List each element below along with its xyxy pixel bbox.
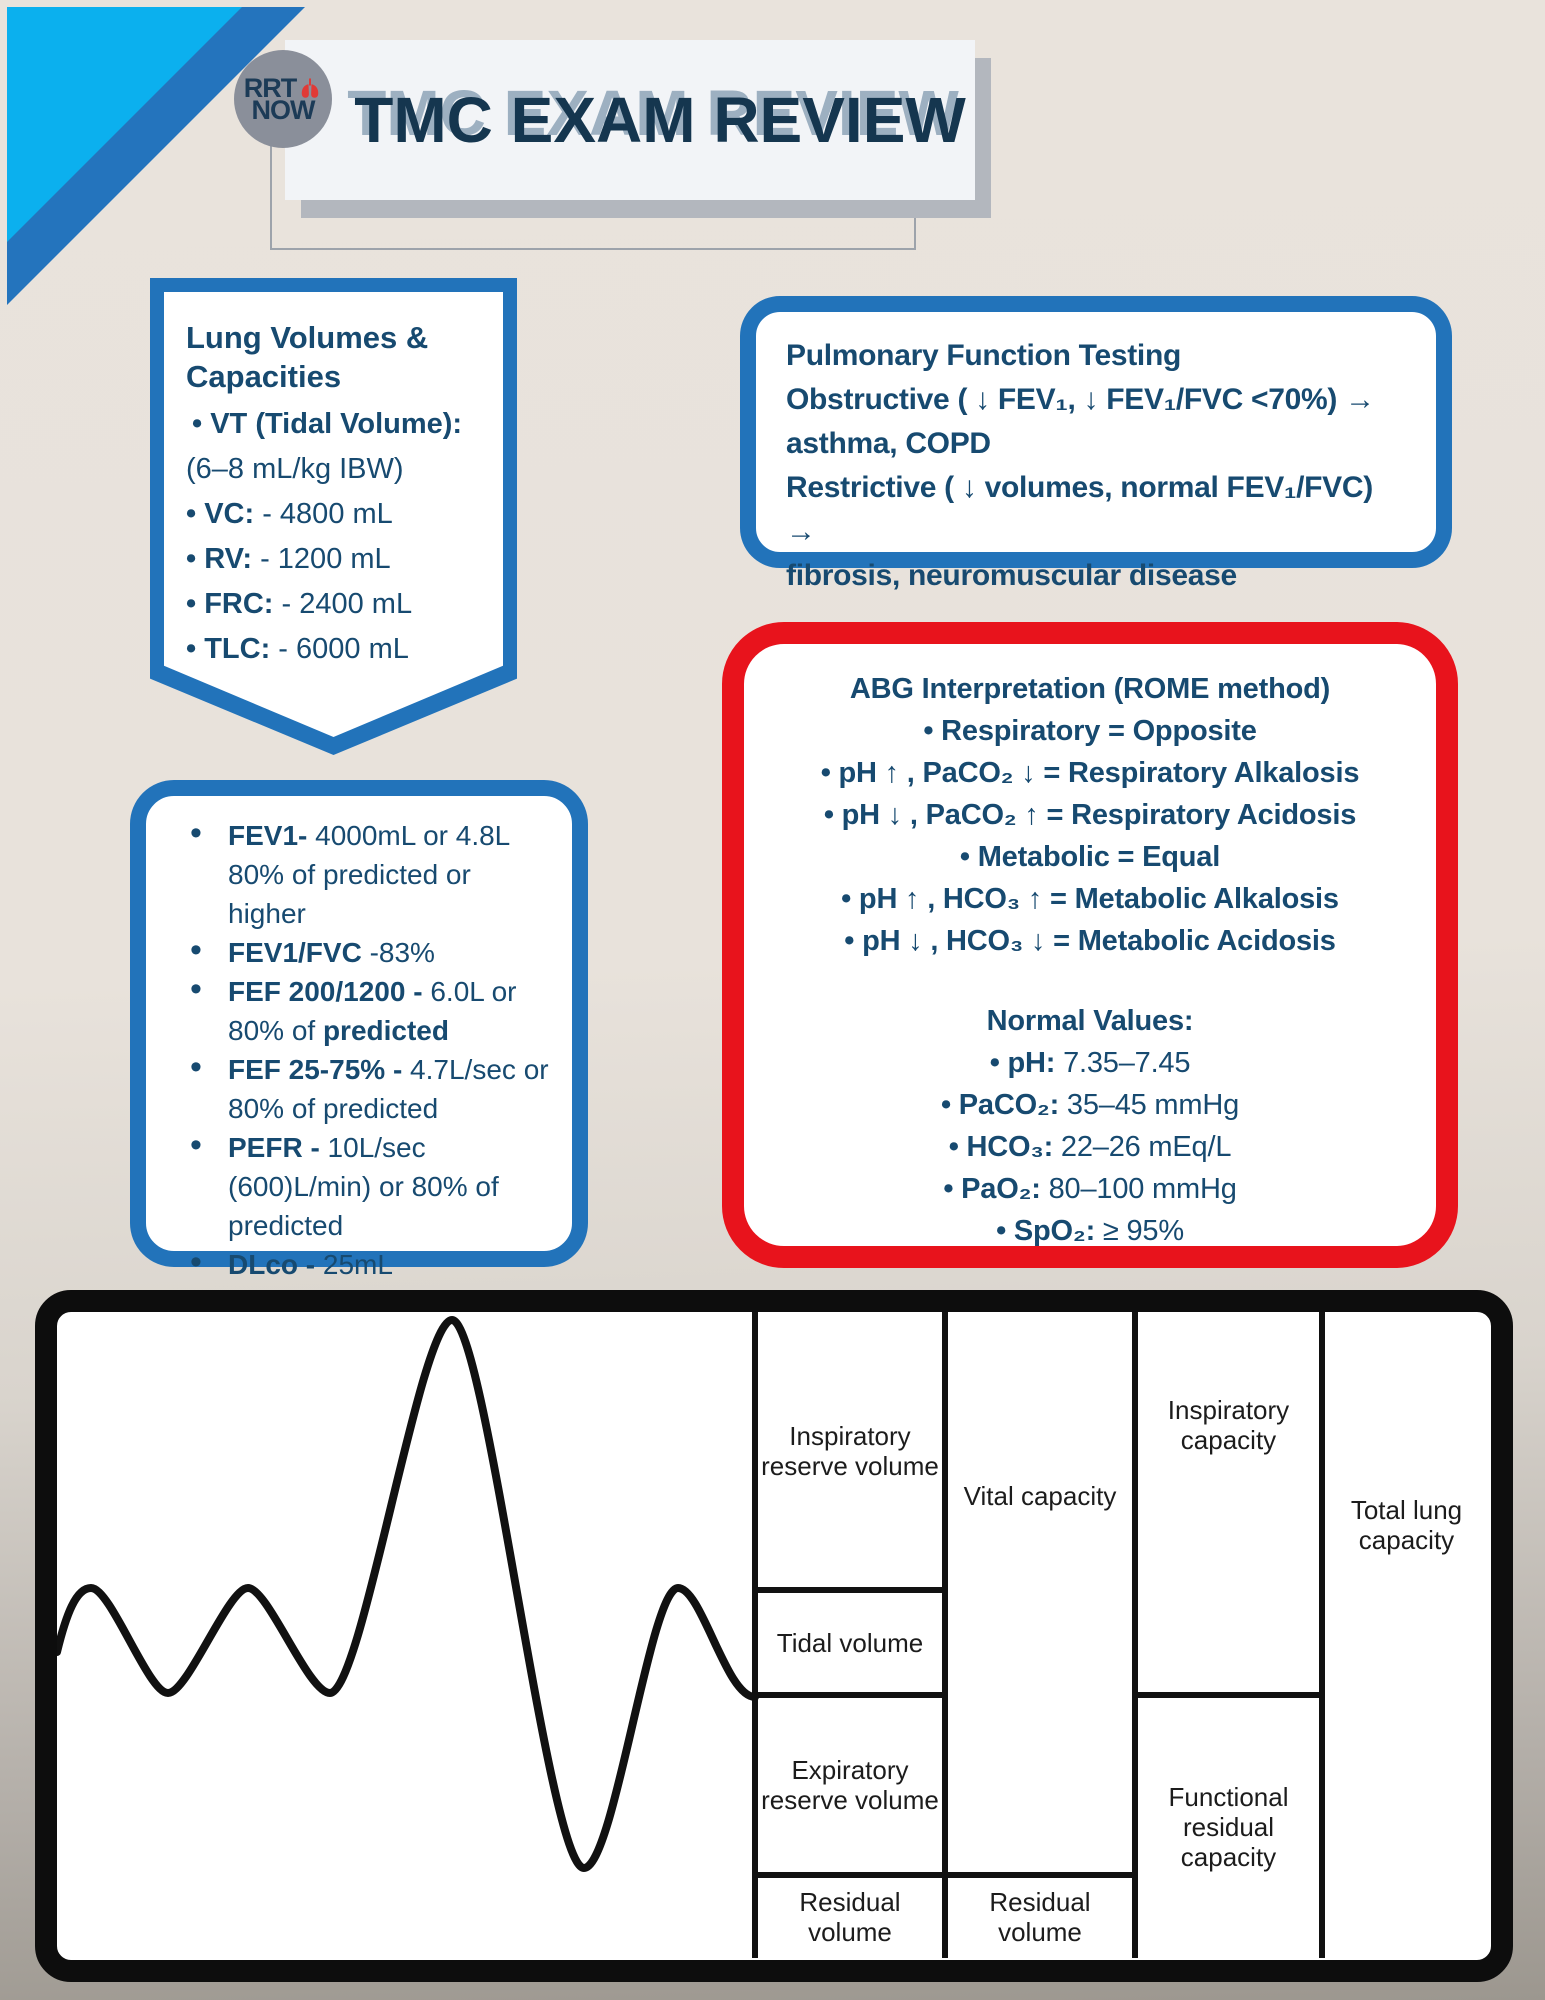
abg-met-acidosis: • pH ↓ , HCO₃ ↓ = Metabolic Acidosis bbox=[844, 925, 1336, 957]
fev1-fvc-item: FEV1/FVC -83% bbox=[176, 931, 554, 972]
card-pulmonary-function-testing: Pulmonary Function Testing Obstructive (… bbox=[740, 296, 1452, 592]
page-title: TMC EXAM REVIEW bbox=[354, 84, 966, 156]
lungs-icon bbox=[298, 76, 322, 100]
card-lung-volumes-title: Lung Volumes & Capacities bbox=[186, 320, 429, 394]
label-expiratory-reserve-volume: Expiratory reserve volume bbox=[761, 1755, 939, 1815]
pft-obstructive-line: Obstructive ( ↓ FEV₁, ↓ FEV₁/FVC <70%) → bbox=[786, 383, 1375, 416]
nv-spo2: • SpO₂: ≥ 95% bbox=[996, 1215, 1184, 1247]
vc-item: • VC: - 4800 mL bbox=[186, 498, 393, 530]
label-tidal-volume: Tidal volume bbox=[776, 1627, 924, 1658]
lung-volumes-diagram: Inspiratory reserve volume Tidal volume … bbox=[35, 1290, 1513, 1982]
pft-restrictive-line: Restrictive ( ↓ volumes, normal FEV₁/FVC… bbox=[786, 471, 1373, 548]
volume-grid-lines bbox=[752, 1312, 1325, 1958]
rrt-now-logo: RRT NOW bbox=[234, 50, 332, 148]
spirogram-trace bbox=[57, 1315, 759, 1873]
rv-item: • RV: - 1200 mL bbox=[186, 543, 391, 575]
pft-title: Pulmonary Function Testing bbox=[786, 339, 1181, 372]
label-vital-capacity: Vital capacity bbox=[963, 1480, 1117, 1511]
tlc-item: • TLC: - 6000 mL bbox=[186, 633, 409, 665]
abg-resp-alkalosis: • pH ↑ , PaCO₂ ↓ = Respiratory Alkalosis bbox=[820, 757, 1360, 789]
pft-obstructive-diseases: asthma, COPD bbox=[786, 427, 991, 460]
nv-ph: • pH: 7.35–7.45 bbox=[989, 1047, 1191, 1079]
card-fev-values: FEV1- 4000mL or 4.8L 80% of predicted or… bbox=[130, 780, 588, 1319]
abg-metabolic-rule: • Metabolic = Equal bbox=[959, 841, 1221, 873]
abg-respiratory-rule: • Respiratory = Opposite bbox=[923, 715, 1257, 747]
nv-hco3: • HCO₃: 22–26 mEq/L bbox=[948, 1131, 1232, 1163]
title-banner: TMC EXAM REVIEW bbox=[285, 40, 975, 200]
label-inspiratory-capacity: Inspiratory capacity bbox=[1167, 1394, 1290, 1455]
logo-text-bottom: NOW bbox=[251, 94, 316, 125]
spirogram-and-grid bbox=[57, 1312, 1325, 1958]
abg-met-alkalosis: • pH ↑ , HCO₃ ↑ = Metabolic Alkalosis bbox=[841, 883, 1339, 915]
label-residual-volume-left: Residual volume bbox=[799, 1886, 901, 1947]
fef-200-1200-item: FEF 200/1200 - 6.0L or 80% of predicted bbox=[176, 970, 554, 1050]
fef-25-75-item: FEF 25-75% - 4.7L/sec or 80% of predicte… bbox=[176, 1048, 554, 1128]
label-functional-residual-capacity: Functional residual capacity bbox=[1168, 1781, 1289, 1872]
logo-text-top: RRT bbox=[243, 72, 297, 103]
pft-restrictive-diseases: fibrosis, neuromuscular disease bbox=[786, 559, 1237, 592]
abg-title: ABG Interpretation (ROME method) bbox=[849, 673, 1331, 705]
pefr-item: PEFR - 10L/sec (600)L/min) or 80% of pre… bbox=[176, 1126, 554, 1245]
label-total-lung-capacity: Total lung capacity bbox=[1350, 1495, 1463, 1555]
label-inspiratory-reserve-volume: Inspiratory reserve volume bbox=[761, 1421, 939, 1481]
label-residual-volume-mid: Residual volume bbox=[989, 1886, 1091, 1947]
nv-paco2: • PaCO₂: 35–45 mmHg bbox=[940, 1089, 1240, 1121]
normal-values-title: Normal Values: bbox=[986, 1005, 1194, 1037]
abg-spacer bbox=[758, 962, 1422, 1000]
frc-item: • FRC: - 2400 mL bbox=[186, 588, 413, 620]
abg-resp-acidosis: • pH ↓ , PaCO₂ ↑ = Respiratory Acidosis bbox=[823, 799, 1357, 831]
nv-pao2: • PaO₂: 80–100 mmHg bbox=[943, 1173, 1237, 1205]
vt-value: (6–8 mL/kg IBW) bbox=[186, 453, 404, 485]
card-abg-interpretation: ABG Interpretation (ROME method) • Respi… bbox=[722, 622, 1458, 1268]
vt-item: • VT (Tidal Volume): bbox=[192, 408, 463, 440]
card-lung-volumes: Lung Volumes & Capacities • VT (Tidal Vo… bbox=[150, 278, 517, 755]
fev1-item: FEV1- 4000mL or 4.8L 80% of predicted or… bbox=[176, 814, 554, 933]
